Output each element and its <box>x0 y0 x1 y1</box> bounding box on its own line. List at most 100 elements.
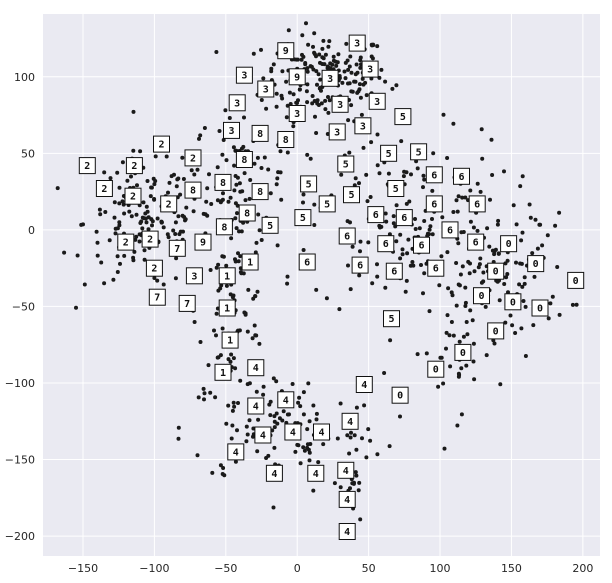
data-point <box>286 28 291 33</box>
data-point <box>487 244 492 249</box>
digit-label-box <box>468 195 486 213</box>
data-point <box>316 72 321 77</box>
digit-label-text: 3 <box>354 39 360 50</box>
data-point <box>436 384 441 389</box>
data-point <box>296 443 301 448</box>
data-point <box>166 190 170 195</box>
digit-label: 6 <box>377 235 395 253</box>
data-point <box>233 216 238 221</box>
digit-label-text: 3 <box>337 100 343 111</box>
data-point <box>205 213 210 218</box>
data-point <box>118 261 122 266</box>
digit-label-text: 0 <box>493 267 499 278</box>
data-point <box>484 353 489 358</box>
data-point <box>322 62 327 67</box>
data-point <box>135 183 139 188</box>
data-point <box>379 224 384 229</box>
data-point <box>122 211 127 216</box>
data-point <box>489 137 494 142</box>
data-point <box>394 203 399 208</box>
data-point <box>375 274 380 279</box>
data-point <box>387 444 392 449</box>
data-point <box>103 210 108 214</box>
data-point <box>449 320 454 324</box>
data-point <box>173 220 178 225</box>
data-point <box>254 240 259 245</box>
data-point <box>356 488 361 493</box>
digit-label: 7 <box>168 239 186 257</box>
digit-label-box <box>184 181 202 199</box>
data-point <box>149 185 154 190</box>
data-point <box>369 54 374 59</box>
data-point <box>407 199 412 204</box>
digit-label-text: 3 <box>241 71 247 82</box>
digit-label-box <box>504 293 522 311</box>
digit-label-text: 8 <box>257 187 263 198</box>
digit-label-text: 4 <box>253 363 259 374</box>
digit-label: 2 <box>184 149 202 167</box>
digit-label-text: 4 <box>318 428 324 439</box>
data-point <box>399 139 404 144</box>
digit-label: 0 <box>487 262 505 280</box>
data-point <box>237 229 241 234</box>
digit-label-box <box>321 69 339 87</box>
digit-label-box <box>298 253 316 271</box>
data-point <box>345 58 350 63</box>
data-point <box>354 447 359 452</box>
data-point <box>305 100 310 105</box>
data-point <box>354 62 359 67</box>
digit-label-box <box>351 256 369 274</box>
digit-label: 0 <box>504 293 522 311</box>
data-point <box>245 329 250 334</box>
data-point <box>530 251 535 256</box>
data-point <box>148 194 153 199</box>
data-point <box>398 232 403 237</box>
data-point <box>368 438 373 443</box>
data-point <box>201 386 206 391</box>
data-point <box>456 194 461 199</box>
digit-label: 4 <box>247 359 265 377</box>
digit-label: 7 <box>148 288 166 306</box>
data-point <box>540 243 545 248</box>
data-point <box>502 169 506 174</box>
digit-label: 8 <box>214 173 232 191</box>
data-point <box>520 174 525 179</box>
data-point <box>305 152 310 157</box>
digit-label-text: 8 <box>221 222 227 233</box>
data-point <box>117 185 122 190</box>
data-point <box>505 258 510 263</box>
data-point <box>357 181 361 186</box>
digit-label-box <box>355 376 373 393</box>
data-point <box>457 283 462 288</box>
digit-label: 5 <box>394 108 412 126</box>
data-point <box>215 165 220 170</box>
digit-label-box <box>500 235 518 253</box>
data-point <box>115 226 120 231</box>
data-point <box>55 186 60 191</box>
data-point <box>451 333 456 338</box>
digit-label-box <box>473 287 490 305</box>
data-point <box>206 363 211 368</box>
data-point <box>312 202 317 207</box>
data-point <box>326 44 331 49</box>
digit-label-box <box>383 310 400 328</box>
digit-label: 6 <box>298 253 316 271</box>
digit-label-box <box>338 227 356 245</box>
data-point <box>349 103 354 108</box>
data-point <box>295 101 299 105</box>
data-point <box>226 403 231 408</box>
digit-label-text: 6 <box>418 241 424 252</box>
data-point <box>256 417 261 422</box>
digit-label-text: 7 <box>154 293 160 304</box>
data-point <box>228 292 233 297</box>
digit-label-text: 6 <box>357 261 363 272</box>
y-axis-ticks: 100 50 0 −50 −100 −150 −200 <box>5 71 35 543</box>
data-point <box>198 340 203 344</box>
digit-label: 4 <box>337 461 355 479</box>
data-point <box>422 177 427 182</box>
digit-label: 6 <box>338 227 356 245</box>
data-point <box>323 52 328 57</box>
digit-label-box <box>223 121 240 139</box>
data-point <box>326 95 330 99</box>
